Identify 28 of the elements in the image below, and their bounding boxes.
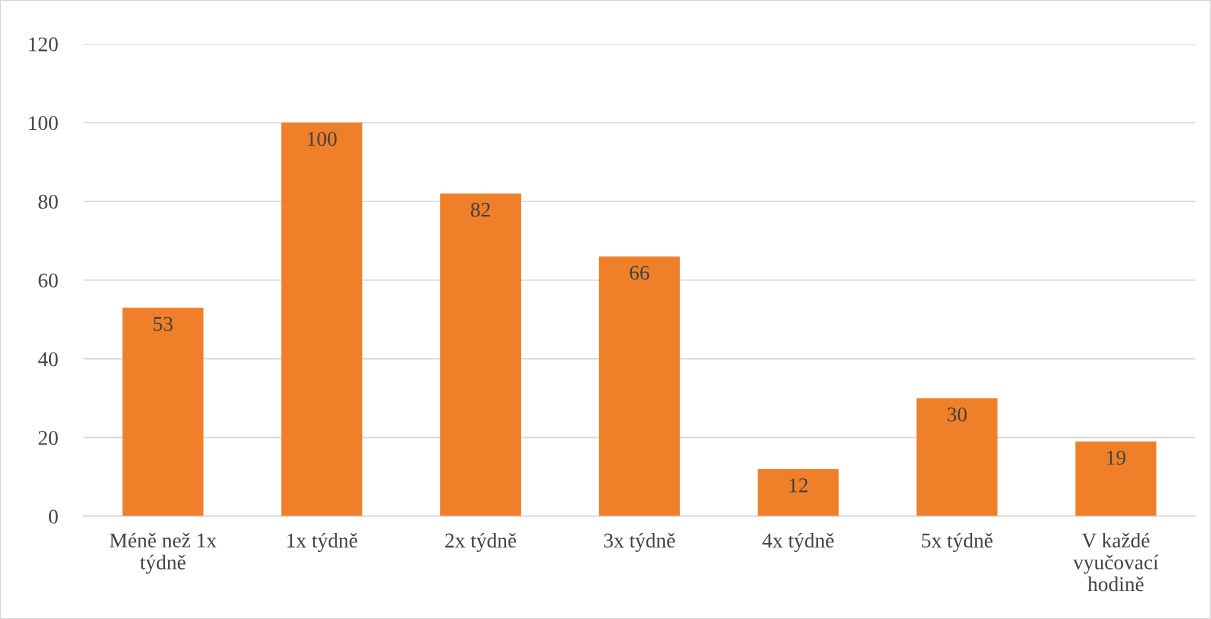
- x-tick-label: 4x týdně: [762, 532, 834, 552]
- data-label: 30: [947, 407, 967, 422]
- y-tick-label: 40: [38, 352, 58, 367]
- y-tick-label: 20: [38, 430, 58, 445]
- bar: [122, 307, 204, 517]
- data-label: 53: [153, 316, 173, 331]
- bar: [1075, 441, 1157, 517]
- data-label: 100: [307, 131, 337, 146]
- y-tick-label: 80: [38, 194, 58, 209]
- x-tick-label: 2x týdně: [445, 532, 517, 552]
- y-tick-label: 60: [38, 273, 58, 288]
- bar: [757, 469, 839, 517]
- x-tick-label: 5x týdně: [922, 532, 993, 552]
- data-label: 12: [789, 478, 808, 493]
- y-tick-label: 0: [48, 509, 58, 524]
- data-label: 19: [1107, 450, 1126, 465]
- bar: [598, 256, 680, 517]
- bar: [281, 122, 363, 517]
- y-tick-label: 100: [29, 116, 58, 131]
- data-label: 66: [629, 265, 650, 280]
- bar: [440, 193, 522, 517]
- bar: [916, 398, 998, 517]
- data-label: 82: [470, 202, 490, 217]
- x-tick-label: Méně než 1x týdně: [109, 532, 217, 574]
- x-tick-label: V každé vyučovací hodině: [1073, 532, 1159, 592]
- x-tick-label: 3x týdně: [604, 532, 675, 552]
- y-tick-label: 120: [29, 37, 58, 52]
- x-tick-label: 1x týdně: [287, 532, 358, 552]
